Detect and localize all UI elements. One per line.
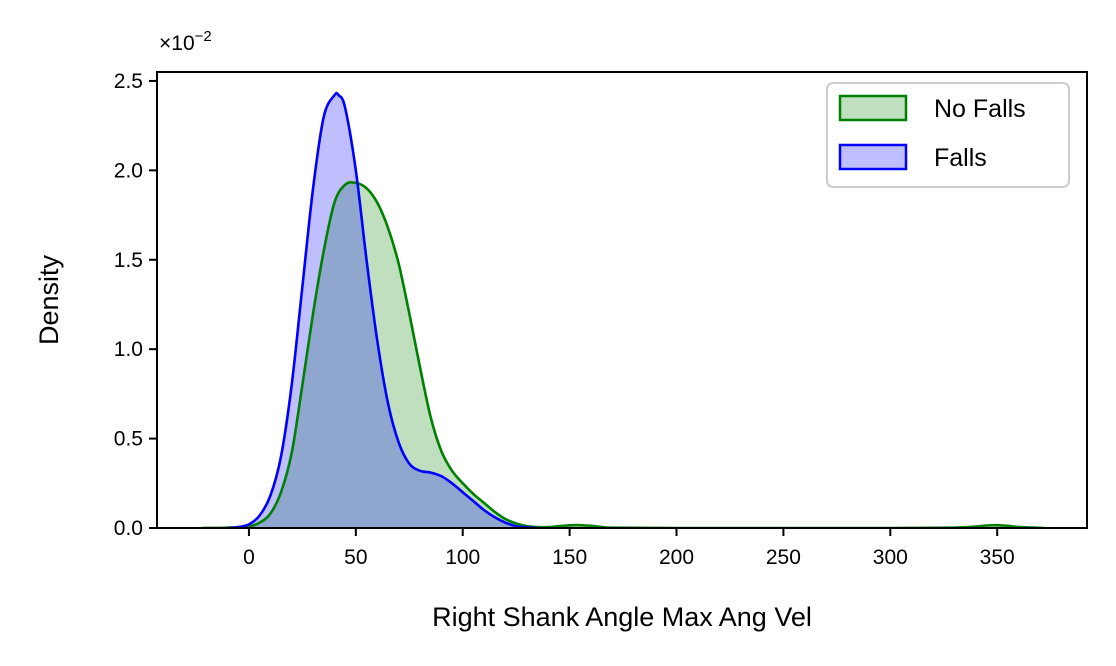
series-no-falls-area [201,182,1045,528]
y-tick-label: 0.5 [114,428,143,451]
x-tick-label: 0 [243,546,255,569]
y-offset-text: ×10−2 [159,28,212,55]
y-tick-label: 0.0 [114,517,143,540]
x-tick-label: 200 [659,546,694,569]
x-axis-title: Right Shank Angle Max Ang Vel [432,602,812,632]
y-axis: 0.0 0.5 1.0 1.5 2.0 2.5 [114,70,157,540]
x-tick-label: 150 [552,546,587,569]
x-tick-label: 50 [344,546,367,569]
series-falls-line [227,91,538,528]
legend: No Falls Falls [826,82,1070,188]
plot-frame [156,71,1088,529]
y-tick-label: 1.5 [114,249,143,272]
x-axis: 0 50 100 150 200 250 300 350 [243,528,1015,569]
legend-swatch-no-falls [838,94,908,122]
legend-box [826,82,1070,188]
y-tick-label: 2.0 [114,159,143,182]
x-tick-label: 100 [445,546,480,569]
series-falls-area [227,93,538,528]
legend-label-falls: Falls [934,144,987,172]
y-axis-title: Density [34,254,64,345]
x-tick-label: 350 [980,546,1015,569]
x-tick-label: 250 [766,546,801,569]
x-tick-label: 300 [873,546,908,569]
legend-swatch-falls [838,143,908,171]
legend-label-no-falls: No Falls [934,95,1026,123]
y-tick-label: 2.5 [114,70,143,93]
y-tick-label: 1.0 [114,338,143,361]
